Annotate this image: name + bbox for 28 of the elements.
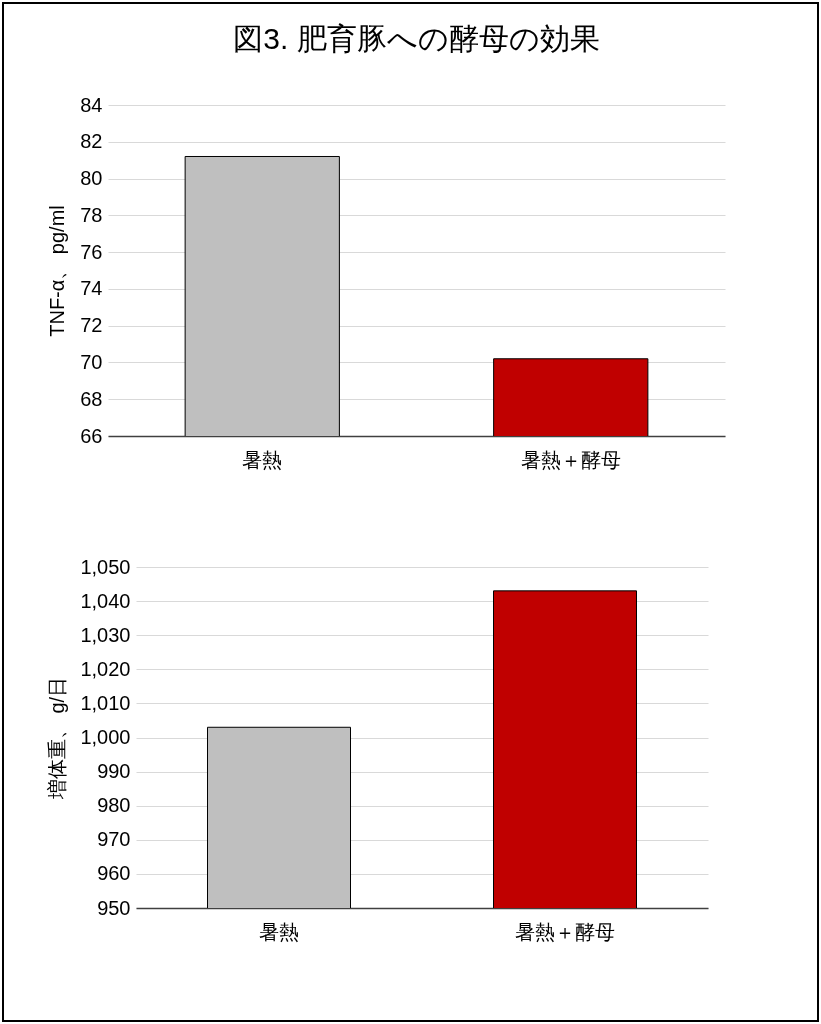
y-tick-label: 960 — [97, 862, 131, 885]
y-tick-label: 970 — [97, 828, 131, 851]
y-tick-label: 990 — [97, 760, 131, 783]
y-tick-label: 76 — [80, 240, 103, 263]
y-tick-label: 1,030 — [80, 623, 131, 646]
y-tick-label: 1,010 — [80, 691, 131, 714]
y-tick-label: 950 — [97, 896, 131, 919]
chart-title: 図3. 肥育豚への酵母の効果 — [233, 22, 600, 55]
y-tick-label: 80 — [80, 167, 103, 190]
x-tick-label: 暑熱 — [242, 448, 283, 471]
y-tick-label: 68 — [80, 387, 103, 410]
y-tick-label: 82 — [80, 130, 103, 153]
y-tick-label: 84 — [80, 93, 103, 116]
x-tick-label: 暑熱＋酵母 — [515, 920, 615, 943]
y-tick-label: 72 — [80, 314, 103, 337]
y-tick-label: 70 — [80, 350, 103, 373]
y-tick-label: 78 — [80, 203, 103, 226]
y-tick-label: 1,000 — [80, 726, 131, 748]
y-tick-label: 1,020 — [80, 657, 131, 680]
y-axis-title: 増体重、 g/日 — [46, 676, 69, 801]
y-tick-label: 66 — [80, 424, 103, 447]
y-tick-label: 74 — [80, 277, 103, 300]
y-tick-label: 1,050 — [80, 555, 131, 578]
y-tick-label: 1,040 — [80, 589, 131, 612]
x-tick-label: 暑熱 — [259, 920, 299, 943]
x-tick-label: 暑熱＋酵母 — [520, 448, 621, 471]
y-axis-title: TNF-α、 pg/ml — [46, 205, 69, 337]
y-tick-label: 980 — [97, 794, 131, 817]
